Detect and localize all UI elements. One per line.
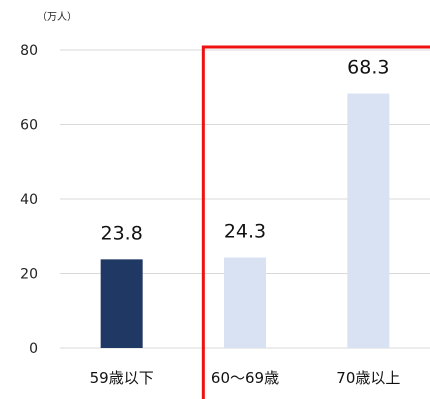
highlight-bracket	[201, 45, 430, 399]
y-tick-label: 20	[20, 267, 38, 283]
y-tick-labels: 0 20 40 60 80	[20, 43, 38, 357]
highlight-frame	[201, 45, 430, 399]
bar-3	[347, 93, 390, 349]
y-tick-label: 40	[20, 192, 38, 208]
value-labels: 23.8 24.3 68.3	[101, 57, 390, 245]
y-tick-label: 0	[29, 341, 38, 357]
y-axis-unit-label: （万人）	[37, 12, 77, 23]
y-tick-label: 80	[20, 43, 38, 59]
bars	[100, 93, 390, 349]
x-tick-label-2: 60〜69歳	[211, 369, 279, 387]
value-label-3: 68.3	[347, 57, 389, 79]
bar-1	[100, 259, 143, 348]
value-label-2: 24.3	[224, 220, 266, 242]
x-tick-labels: 59歳以下 60〜69歳 70歳以上	[90, 369, 401, 387]
value-label-1: 23.8	[101, 222, 143, 244]
x-tick-label-3: 70歳以上	[336, 369, 400, 387]
y-tick-label: 60	[20, 118, 38, 134]
x-tick-label-1: 59歳以下	[90, 369, 154, 387]
bar-2	[224, 257, 266, 348]
